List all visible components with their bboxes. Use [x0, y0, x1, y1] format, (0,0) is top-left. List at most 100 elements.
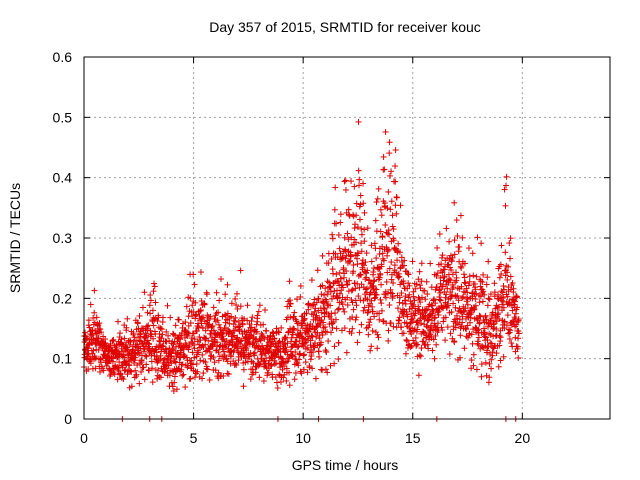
data-point [144, 337, 151, 344]
data-point [486, 374, 493, 381]
data-point [439, 269, 446, 276]
data-point [128, 368, 135, 375]
data-point [100, 367, 107, 374]
data-point [232, 360, 239, 367]
data-point [229, 333, 236, 340]
data-point [363, 250, 370, 257]
data-point [449, 271, 456, 278]
data-point [367, 347, 374, 354]
data-point [390, 237, 397, 244]
data-point [380, 153, 387, 160]
data-point [502, 272, 509, 279]
data-point [499, 301, 506, 308]
data-point [501, 186, 508, 193]
data-point [207, 313, 214, 320]
data-point [187, 295, 194, 302]
data-point [344, 282, 351, 289]
data-point [415, 276, 422, 283]
data-point [423, 323, 430, 330]
data-point [92, 365, 99, 372]
data-point [172, 322, 179, 329]
data-point [404, 337, 411, 344]
data-point [171, 379, 178, 386]
data-point [237, 267, 244, 274]
data-point [144, 309, 151, 316]
data-point [191, 345, 198, 352]
data-point [319, 282, 326, 289]
data-point [261, 336, 268, 343]
x-tick-label: 5 [190, 430, 198, 446]
data-point [314, 267, 321, 274]
data-point [356, 176, 363, 183]
data-point [463, 326, 470, 333]
x-axis-label: GPS time / hours [292, 457, 399, 473]
data-point [316, 353, 323, 360]
data-point [252, 369, 259, 376]
data-point [137, 328, 144, 335]
data-point [87, 301, 94, 308]
data-point [234, 305, 241, 312]
data-point [358, 240, 365, 247]
data-point [375, 334, 382, 341]
data-point [410, 293, 417, 300]
data-point [221, 352, 228, 359]
data-point [171, 373, 178, 380]
data-point [233, 290, 240, 297]
chart-title: Day 357 of 2015, SRMTID for receiver kou… [209, 19, 481, 35]
data-point [467, 314, 474, 321]
data-point [402, 293, 409, 300]
data-point [87, 360, 94, 367]
data-point [459, 313, 466, 320]
data-point [282, 344, 289, 351]
data-point [456, 316, 463, 323]
data-point [354, 339, 361, 346]
data-point [170, 331, 177, 338]
data-point [495, 296, 502, 303]
data-point [149, 365, 156, 372]
data-point [444, 324, 451, 331]
data-point [376, 251, 383, 258]
data-point [143, 332, 150, 339]
data-point [294, 344, 301, 351]
data-point [224, 310, 231, 317]
data-point [464, 289, 471, 296]
data-point [457, 212, 464, 219]
data-point [254, 312, 261, 319]
data-point [243, 345, 250, 352]
data-point [97, 326, 104, 333]
data-point [396, 317, 403, 324]
data-point [337, 219, 344, 226]
data-point [178, 366, 185, 373]
data-point [223, 355, 230, 362]
data-point [506, 299, 513, 306]
data-point [337, 250, 344, 257]
plot-frame [83, 56, 611, 420]
data-point [512, 334, 519, 341]
data-point [296, 338, 303, 345]
data-point [493, 326, 500, 333]
data-point [418, 278, 425, 285]
data-point [163, 338, 170, 345]
data-point [461, 271, 468, 278]
data-point [335, 339, 342, 346]
data-point [220, 372, 227, 379]
data-point [468, 331, 475, 338]
data-point [256, 374, 263, 381]
data-point [474, 234, 481, 241]
data-point [165, 332, 172, 339]
data-point [292, 349, 299, 356]
data-point [454, 233, 461, 240]
data-point [195, 349, 202, 356]
data-point [489, 352, 496, 359]
data-point [304, 344, 311, 351]
data-point [331, 206, 338, 213]
data-point [500, 304, 507, 311]
data-point [282, 334, 289, 341]
data-point [342, 186, 349, 193]
data-point [331, 343, 338, 350]
x-tick-label: 0 [80, 430, 88, 446]
data-point [388, 168, 395, 175]
data-point [432, 314, 439, 321]
data-point [384, 205, 391, 212]
data-point [366, 321, 373, 328]
